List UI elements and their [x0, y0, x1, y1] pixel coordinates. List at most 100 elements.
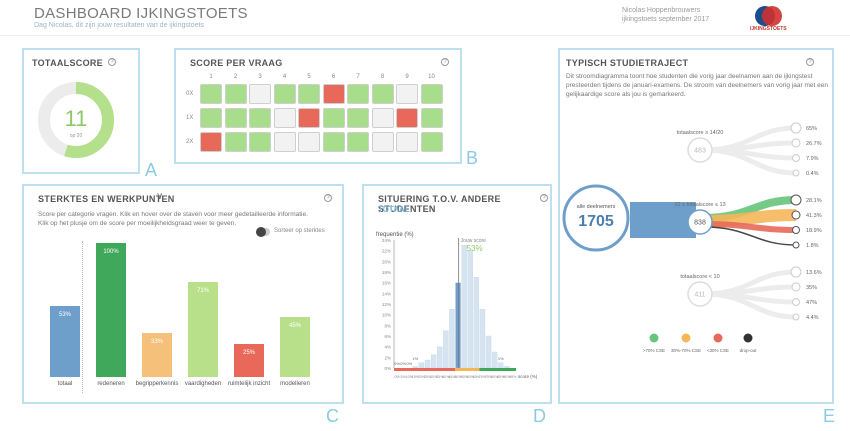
histogram: 24%22%20%18%16%14%12%10%8%6%4%2%0%0% 5% 10… — [382, 238, 538, 379]
outcome-percentage: 41.3% — [806, 213, 822, 219]
histogram-bar — [504, 366, 510, 369]
strength-bar[interactable] — [188, 281, 218, 377]
question-cell[interactable] — [396, 132, 418, 152]
question-cell[interactable] — [322, 84, 345, 104]
question-cell[interactable] — [200, 84, 222, 104]
outcome-node[interactable] — [790, 194, 802, 206]
y-tick-label: 10% — [382, 313, 391, 318]
question-cell[interactable] — [273, 108, 296, 128]
strength-bar-label: totaal — [57, 381, 73, 387]
question-cell[interactable] — [249, 132, 271, 152]
outcome-node[interactable] — [792, 226, 800, 234]
strengths-panel: STERKTES EN WERKPUNTEN ∨ ? Score per cat… — [22, 184, 344, 404]
group-node[interactable] — [687, 209, 713, 235]
trajectory-description: Dit stroomdiagramma toont hoe studenten … — [566, 73, 828, 98]
chevron-down-icon[interactable]: ∨ — [156, 191, 164, 202]
total-score-max: op 20 — [69, 133, 83, 139]
outcome-node[interactable] — [790, 122, 802, 134]
question-cell[interactable] — [371, 84, 394, 104]
strengths-description: Score per categorie vragen. Klik en hove… — [38, 210, 328, 228]
total-score-panel: TOTAALSCORE ? 11 op 20 — [22, 48, 140, 174]
baseline-low — [394, 368, 455, 371]
help-icon[interactable]: ? — [540, 194, 548, 202]
help-icon[interactable]: ? — [324, 194, 332, 202]
question-cell[interactable] — [420, 108, 443, 128]
strength-bar-value: 71% — [196, 287, 209, 294]
question-cell[interactable] — [420, 132, 443, 152]
strength-bar-label: modelleren — [280, 381, 310, 387]
question-cell[interactable] — [347, 108, 369, 128]
question-cell[interactable] — [420, 84, 443, 104]
question-cell[interactable] — [200, 132, 222, 152]
outcome-percentage: 7.9% — [806, 156, 819, 162]
sort-toggle[interactable] — [256, 227, 270, 237]
legend-dot — [713, 333, 723, 343]
all-participants-node[interactable] — [562, 184, 630, 252]
y-axis-label: frequentie (%) — [376, 232, 414, 238]
question-cell[interactable] — [224, 132, 247, 152]
strength-bar[interactable] — [234, 343, 264, 377]
outcome-node[interactable] — [790, 266, 802, 278]
outcome-node[interactable] — [792, 241, 800, 249]
panel-letter-b: B — [466, 148, 479, 168]
sort-label: Sorteer op sterktes — [274, 228, 325, 234]
question-cell[interactable] — [396, 108, 418, 128]
question-cell[interactable] — [298, 132, 320, 152]
histogram-bar — [418, 362, 425, 369]
question-number: 2 — [233, 74, 238, 80]
x-tick-label: 80% — [491, 375, 499, 379]
outcome-node[interactable] — [792, 154, 800, 162]
question-cell[interactable] — [224, 84, 247, 104]
legend-dot — [649, 333, 659, 343]
x-tick-label: 35% — [436, 375, 444, 379]
outcome-node[interactable] — [791, 138, 801, 148]
panel-letter-e: E — [823, 406, 836, 426]
question-cell[interactable] — [347, 132, 369, 152]
logo-text: IJKINGSTOETS — [750, 26, 787, 32]
x-tick-label: 70% — [479, 375, 487, 379]
strength-bar[interactable] — [96, 243, 126, 377]
outcome-percentage: 1.8% — [806, 243, 819, 249]
outcome-node[interactable] — [791, 282, 801, 292]
question-cell[interactable] — [273, 84, 296, 104]
y-tick-label: 20% — [382, 259, 391, 264]
question-cell[interactable] — [200, 108, 222, 128]
score-per-question-panel: SCORE PER VRAAG ? 1 2 3 4 5 6 7 8 9 10 0X 1X 2X — [174, 48, 462, 164]
question-cell[interactable] — [273, 132, 296, 152]
score-per-question-title: SCORE PER VRAAG — [190, 58, 283, 68]
all-participants-label: alle deelnemers — [577, 204, 616, 210]
question-cell[interactable] — [322, 108, 345, 128]
your-score-label: Jouw score — [461, 238, 487, 244]
group-node[interactable] — [687, 281, 713, 307]
outcome-node[interactable] — [791, 210, 801, 220]
histogram-bar — [455, 282, 461, 369]
question-cell[interactable] — [396, 84, 418, 104]
strength-bar[interactable] — [50, 305, 80, 377]
help-icon[interactable]: ? — [441, 58, 449, 66]
outcome-node[interactable] — [792, 313, 800, 321]
group-count: 483 — [694, 148, 706, 155]
outcome-percentage: 13.6% — [806, 270, 822, 276]
question-cell[interactable] — [224, 108, 247, 128]
question-cell[interactable] — [249, 84, 271, 104]
question-cell[interactable] — [249, 108, 271, 128]
question-cell[interactable] — [371, 108, 394, 128]
annotation-label: 0% — [406, 361, 412, 366]
histogram-bar — [443, 330, 449, 369]
question-cell[interactable] — [322, 132, 345, 152]
strength-bar[interactable] — [280, 316, 310, 377]
question-cell[interactable] — [298, 84, 320, 104]
question-cell[interactable] — [298, 108, 320, 128]
question-cell[interactable] — [347, 84, 369, 104]
panel-letter-c: C — [326, 406, 339, 426]
x-tick-label: 90% — [503, 375, 511, 379]
help-icon[interactable]: ? — [108, 58, 116, 66]
outcome-node[interactable] — [792, 298, 800, 306]
question-cell[interactable] — [371, 132, 394, 152]
outcome-node[interactable] — [792, 169, 800, 177]
y-tick-label: 4% — [384, 345, 391, 350]
help-icon[interactable]: ? — [806, 58, 814, 66]
group-node[interactable] — [687, 137, 713, 163]
strength-bar[interactable] — [142, 332, 172, 377]
strength-bar-value: 45% — [288, 322, 301, 329]
